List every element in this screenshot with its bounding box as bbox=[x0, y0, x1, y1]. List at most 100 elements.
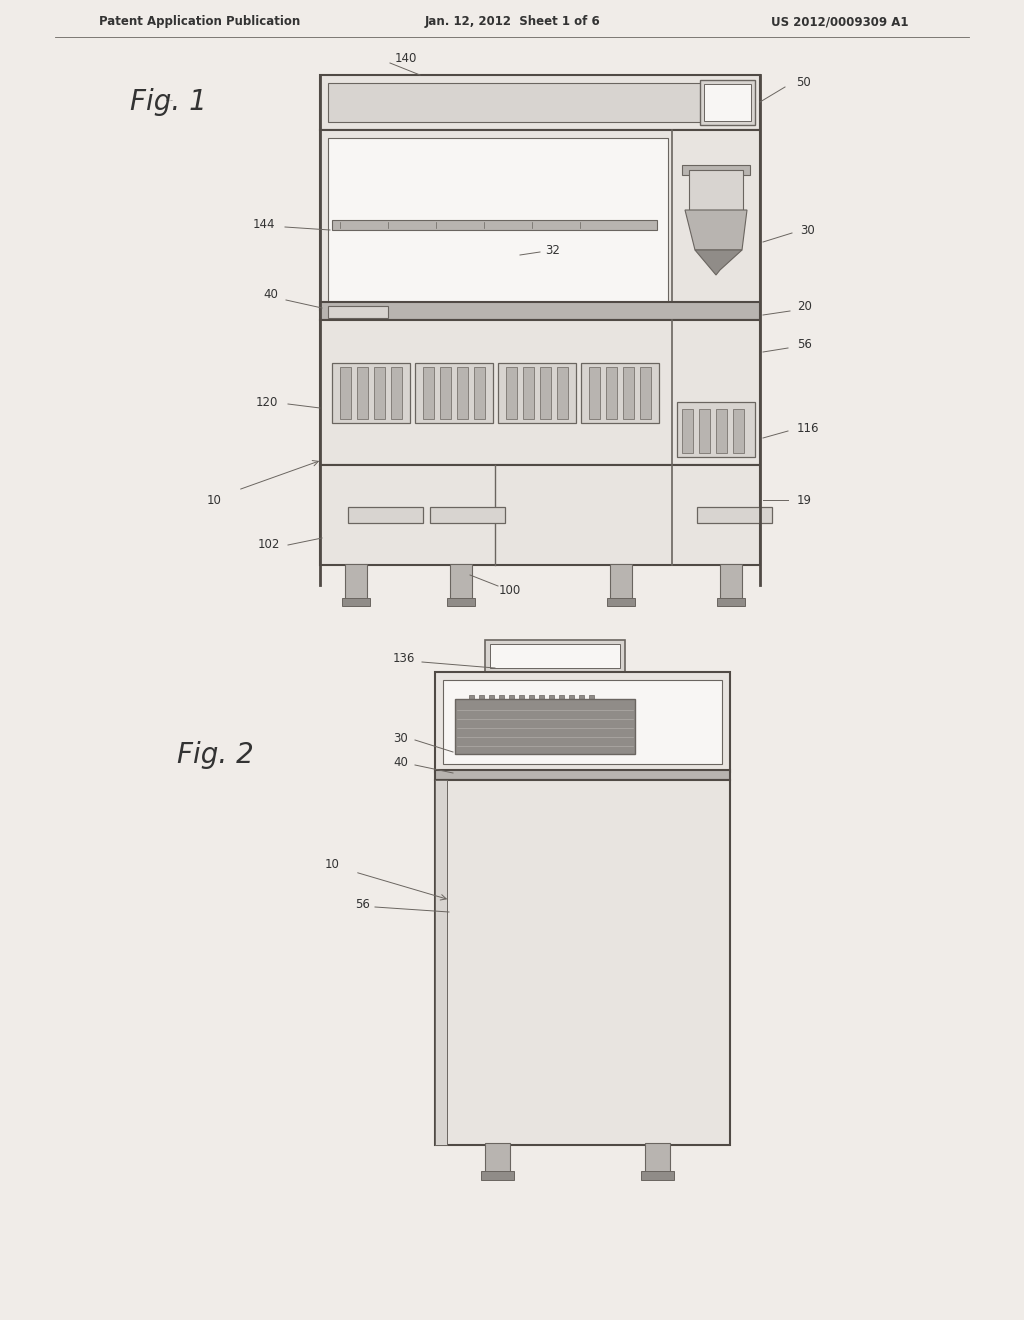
Bar bbox=[581, 363, 659, 422]
Bar bbox=[474, 367, 485, 418]
Bar bbox=[559, 696, 564, 709]
Bar bbox=[328, 139, 668, 302]
Bar bbox=[435, 780, 730, 1144]
Bar bbox=[623, 367, 634, 418]
Text: 40: 40 bbox=[393, 755, 408, 768]
Bar bbox=[519, 696, 524, 709]
Text: 120: 120 bbox=[256, 396, 278, 408]
Bar bbox=[645, 1143, 670, 1175]
Bar bbox=[677, 403, 755, 457]
Text: 136: 136 bbox=[392, 652, 415, 664]
Bar bbox=[443, 680, 722, 764]
Text: Fig. 2: Fig. 2 bbox=[176, 741, 253, 770]
Text: 56: 56 bbox=[355, 899, 370, 912]
Bar bbox=[529, 696, 534, 709]
Text: Patent Application Publication: Patent Application Publication bbox=[99, 16, 301, 29]
Bar bbox=[332, 363, 410, 422]
Bar bbox=[391, 367, 402, 418]
Bar bbox=[435, 780, 447, 1144]
Text: 50: 50 bbox=[796, 75, 811, 88]
Bar bbox=[328, 83, 752, 121]
Bar bbox=[607, 598, 635, 606]
Bar bbox=[319, 129, 760, 310]
Bar bbox=[589, 696, 594, 709]
Bar bbox=[540, 367, 551, 418]
Text: 10: 10 bbox=[207, 494, 222, 507]
Bar bbox=[357, 367, 368, 418]
Bar bbox=[423, 367, 434, 418]
Text: Jan. 12, 2012  Sheet 1 of 6: Jan. 12, 2012 Sheet 1 of 6 bbox=[424, 16, 600, 29]
Bar bbox=[447, 598, 475, 606]
Bar bbox=[415, 363, 493, 422]
Bar bbox=[733, 409, 744, 453]
Bar bbox=[506, 367, 517, 418]
Bar bbox=[485, 640, 625, 672]
Bar bbox=[699, 409, 710, 453]
Bar bbox=[498, 363, 575, 422]
Bar bbox=[697, 507, 772, 523]
Text: 140: 140 bbox=[395, 51, 418, 65]
Bar bbox=[319, 465, 760, 565]
Bar bbox=[720, 564, 742, 602]
Text: 30: 30 bbox=[800, 223, 815, 236]
Bar bbox=[319, 302, 760, 319]
Text: 32: 32 bbox=[545, 243, 560, 256]
Text: 100: 100 bbox=[499, 583, 521, 597]
Bar bbox=[569, 696, 574, 709]
Bar bbox=[340, 367, 351, 418]
Bar bbox=[332, 220, 657, 230]
Text: 30: 30 bbox=[393, 731, 408, 744]
Bar bbox=[549, 696, 554, 709]
Bar bbox=[606, 367, 617, 418]
Text: Fig. 1: Fig. 1 bbox=[130, 88, 207, 116]
Bar bbox=[509, 696, 514, 709]
Bar bbox=[700, 81, 755, 125]
Text: 10: 10 bbox=[326, 858, 340, 871]
Bar bbox=[539, 696, 544, 709]
Bar bbox=[689, 170, 743, 210]
Bar bbox=[457, 367, 468, 418]
Bar bbox=[610, 564, 632, 602]
Bar bbox=[557, 367, 568, 418]
Bar bbox=[579, 696, 584, 709]
Bar bbox=[345, 564, 367, 602]
Bar bbox=[523, 367, 534, 418]
Bar bbox=[465, 709, 605, 714]
Bar bbox=[489, 696, 494, 709]
Bar bbox=[640, 367, 651, 418]
Bar bbox=[717, 598, 745, 606]
Text: 116: 116 bbox=[797, 421, 819, 434]
Bar bbox=[374, 367, 385, 418]
Bar bbox=[435, 672, 730, 772]
Bar bbox=[589, 367, 600, 418]
Text: 102: 102 bbox=[258, 539, 280, 552]
Bar bbox=[485, 1143, 510, 1175]
Bar bbox=[450, 564, 472, 602]
Bar bbox=[682, 165, 750, 176]
Text: 144: 144 bbox=[253, 218, 275, 231]
Bar bbox=[430, 507, 505, 523]
Text: 19: 19 bbox=[797, 494, 812, 507]
Bar bbox=[682, 409, 693, 453]
Polygon shape bbox=[695, 249, 742, 275]
Bar bbox=[319, 319, 760, 465]
Bar bbox=[641, 1171, 674, 1180]
Bar bbox=[481, 1171, 514, 1180]
Bar bbox=[469, 696, 474, 709]
Bar bbox=[348, 507, 423, 523]
Bar bbox=[705, 84, 751, 121]
Bar bbox=[479, 696, 484, 709]
Polygon shape bbox=[685, 210, 746, 249]
Text: 20: 20 bbox=[797, 301, 812, 314]
Text: US 2012/0009309 A1: US 2012/0009309 A1 bbox=[771, 16, 908, 29]
Text: 56: 56 bbox=[797, 338, 812, 351]
Text: Patent_fig1: Patent_fig1 bbox=[166, 99, 174, 100]
Bar bbox=[490, 644, 620, 668]
Bar bbox=[440, 367, 451, 418]
Bar bbox=[342, 598, 370, 606]
Text: 40: 40 bbox=[263, 289, 278, 301]
Bar bbox=[435, 770, 730, 780]
Bar bbox=[716, 409, 727, 453]
Bar bbox=[455, 700, 635, 754]
Bar bbox=[319, 75, 760, 129]
